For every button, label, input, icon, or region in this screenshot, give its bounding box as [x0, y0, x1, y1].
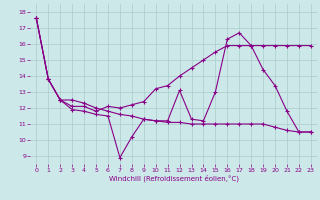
- X-axis label: Windchill (Refroidissement éolien,°C): Windchill (Refroidissement éolien,°C): [108, 175, 239, 182]
